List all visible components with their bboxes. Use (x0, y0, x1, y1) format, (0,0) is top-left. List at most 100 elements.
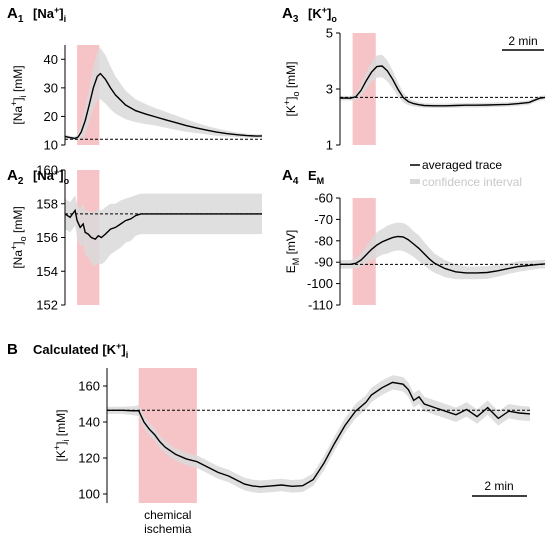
y-axis-label-part: M (291, 258, 301, 266)
y-axis-label: [K+]i [mM] (52, 410, 71, 462)
confidence-band (340, 54, 545, 108)
panel-title: EM (308, 168, 324, 186)
y-tick-label: 160 (78, 379, 100, 394)
y-tick-label: 100 (78, 487, 100, 502)
y-axis-label-part: [mM] (284, 62, 298, 92)
confidence-band (65, 193, 262, 267)
panel-label: A1 (7, 5, 24, 25)
y-tick-label: 30 (44, 80, 58, 95)
averaged-trace (339, 65, 546, 107)
y-tick-label: -70 (314, 212, 333, 227)
panel-title-part: i (64, 14, 67, 24)
y-tick-label: 5 (326, 26, 333, 41)
panel-title-part: [Na (33, 168, 55, 183)
y-axis-label: [Na+]i [mM] (9, 65, 28, 124)
legend-ci-label: confidence interval (422, 175, 522, 189)
panel-title-part: + (322, 5, 327, 15)
legend-ci-swatch (410, 179, 420, 184)
panel-title-part: M (317, 176, 325, 186)
y-tick-label: -90 (314, 255, 333, 270)
y-axis-label-part: i (61, 440, 71, 442)
y-axis-label-part: [K (284, 105, 298, 116)
averaged-trace (64, 208, 262, 241)
y-axis-label-part: + (9, 101, 19, 106)
y-axis-label: EM [mV] (284, 230, 301, 274)
panel-b: 100 120 140 160 B (7, 341, 531, 503)
y-axis-label-part: o (291, 92, 301, 97)
ischemia-label: chemical (144, 508, 191, 522)
panel-a1: 10 20 30 40 A1 (7, 5, 263, 153)
legend-trace-label: averaged trace (422, 158, 502, 172)
y-tick-label: 40 (44, 52, 58, 67)
y-axis-label-part: [K (54, 450, 68, 461)
panel-label-letter: B (7, 341, 18, 358)
panel-label: A4 (282, 167, 299, 187)
y-tick-label: 3 (326, 82, 333, 97)
panel-title: [Na+]o (33, 167, 70, 186)
y-axis-label-part: [mV] (284, 230, 298, 258)
y-axis-label-part: ] (11, 241, 25, 244)
y-axis-label-part: + (52, 445, 62, 450)
panel-title: Calculated [K+]i (33, 341, 128, 360)
y-axis-label-part: [mM] (11, 65, 25, 95)
y-axis-label-part: E (284, 265, 298, 273)
panel-a2: 152 154 156 158 160 A2 (7, 163, 262, 313)
y-tick-label: -60 (314, 191, 333, 206)
panel-label-letter: A (7, 5, 18, 22)
panel-title-part: i (126, 350, 129, 360)
y-axis-label-part: [mM] (11, 206, 25, 236)
y-tick-label: 158 (36, 196, 58, 211)
y-axis-label-part: ] (284, 97, 298, 100)
panel-title-part: + (54, 5, 59, 15)
panel-label-sub: 3 (293, 14, 299, 25)
panel-label-letter: A (282, 5, 293, 22)
averaged-trace (340, 235, 546, 274)
y-tick-label: 1 (326, 138, 333, 153)
y-axis-label-part: + (282, 100, 292, 105)
panel-label-sub: 4 (293, 176, 299, 187)
panel-title-part: [K (308, 6, 322, 21)
y-axis-label-part: i (18, 95, 28, 97)
panel-title-part: [Na (33, 6, 55, 21)
y-axis-label: [K+]o [mM] (282, 62, 301, 117)
y-axis-label-part: [mM] (54, 410, 68, 440)
scale-bar-bottom: 2 min (472, 479, 527, 497)
panel-label: A3 (282, 5, 299, 25)
panel-title-part: + (116, 341, 121, 351)
y-tick-label: 20 (44, 109, 58, 124)
y-tick-label: -80 (314, 233, 333, 248)
averaged-trace (107, 381, 531, 488)
ischemia-band (138, 368, 197, 503)
y-tick-label: 156 (36, 230, 58, 245)
y-axis-label-part: ] (11, 97, 25, 100)
y-axis-label: [Na+]o [mM] (9, 206, 28, 268)
y-axis-label-part: + (9, 245, 19, 250)
y-tick-label: 160 (36, 163, 58, 178)
panel-a4: -110 -100 -90 -80 -70 -60 A4 (282, 167, 546, 313)
y-tick-label: 10 (44, 138, 58, 153)
y-tick-label: 120 (78, 451, 100, 466)
scale-bar-label: 2 min (484, 479, 513, 493)
panel-label: A2 (7, 167, 24, 187)
panel-title-part: ] (59, 168, 63, 183)
y-tick-label: 140 (78, 415, 100, 430)
averaged-trace (64, 72, 263, 140)
y-tick-label: -110 (308, 298, 333, 313)
panel-title-part: ] (121, 342, 125, 357)
y-axis-label-part: [Na (11, 250, 25, 269)
y-tick-label: 154 (36, 264, 58, 279)
panel-title: [K+]o (308, 5, 337, 24)
y-tick-label: 152 (36, 298, 58, 313)
y-tick-label: -100 (307, 276, 333, 291)
panel-title-part: + (54, 167, 59, 177)
y-axis-label-part: ] (54, 442, 68, 445)
scale-bar-top: 2 min (502, 34, 544, 51)
ischemia-label: ischemia (144, 522, 192, 536)
panel-label: B (7, 341, 18, 358)
scale-bar-label: 2 min (508, 34, 537, 48)
y-axis-label-part: o (18, 236, 28, 241)
panel-label-letter: A (7, 167, 18, 184)
panel-title-part: ] (327, 6, 331, 21)
y-axis-label-part: [Na (11, 106, 25, 125)
